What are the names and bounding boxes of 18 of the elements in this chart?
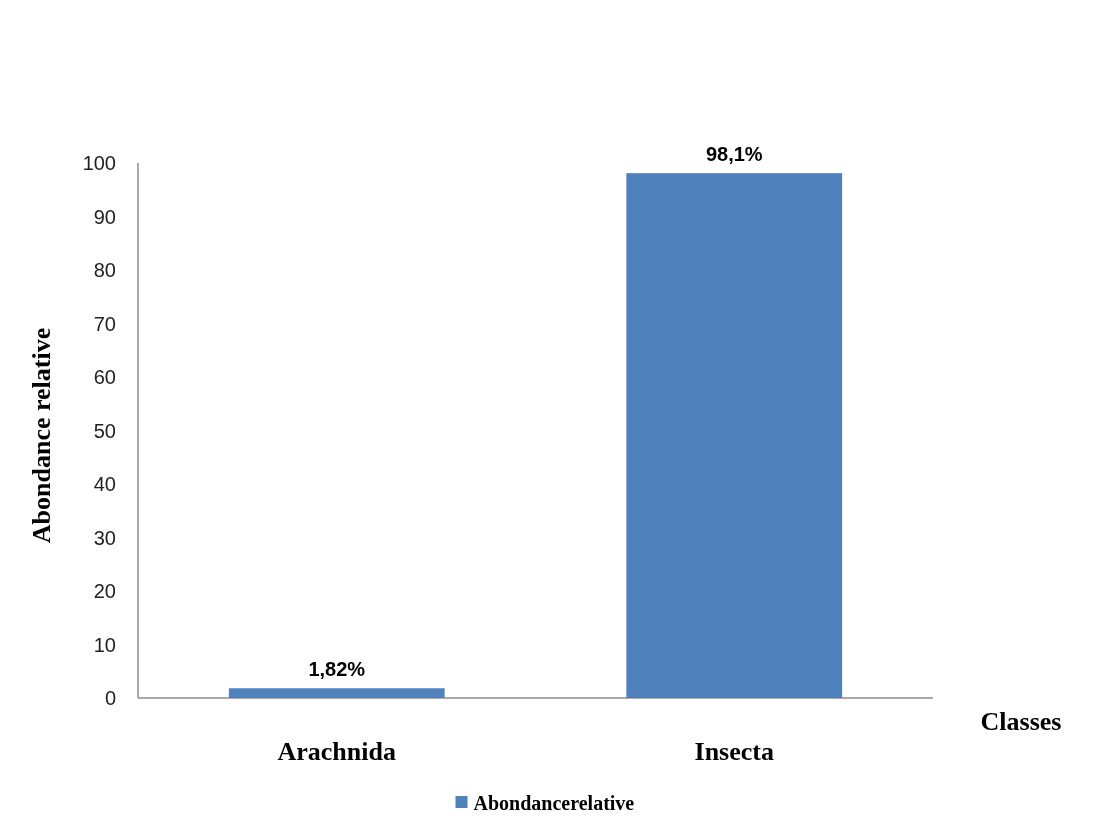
y-tick-label: 90 bbox=[93, 205, 116, 228]
y-tick-label: 40 bbox=[93, 473, 116, 495]
y-tick-label: 20 bbox=[93, 580, 116, 602]
data-label: 98,1% bbox=[705, 143, 763, 166]
y-tick-label: 60 bbox=[93, 366, 116, 388]
x-tick-label: Arachnida bbox=[277, 737, 396, 766]
y-tick-label: 50 bbox=[93, 419, 116, 442]
legend-label: Abondancerelative bbox=[473, 792, 635, 814]
x-tick-label: Insecta bbox=[694, 737, 774, 766]
x-axis-title: Classes bbox=[980, 707, 1062, 736]
y-tick-label: 80 bbox=[93, 259, 116, 281]
y-tick-label: 0 bbox=[104, 687, 116, 709]
y-tick-label: 70 bbox=[93, 312, 116, 335]
y-tick-label: 10 bbox=[93, 633, 116, 656]
y-axis-title: Abondance relative bbox=[27, 327, 56, 544]
data-label: 1,82% bbox=[308, 658, 366, 681]
y-tick-label: 100 bbox=[82, 152, 116, 174]
y-tick-label: 30 bbox=[93, 526, 116, 549]
